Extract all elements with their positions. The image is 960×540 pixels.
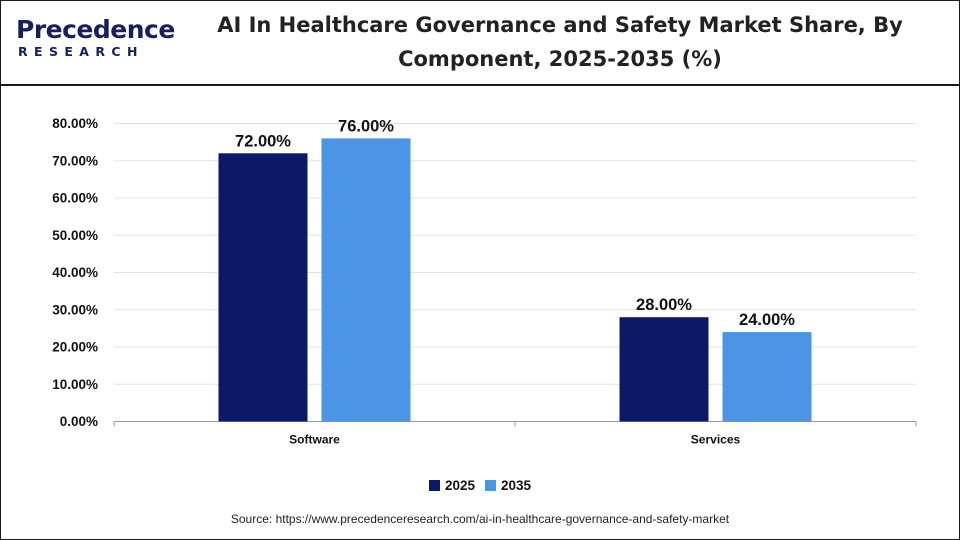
data-label: 72.00% (235, 132, 291, 150)
logo-subtext: RESEARCH (18, 44, 144, 59)
brand-logo: Precedence RESEARCH (16, 16, 175, 66)
legend-label-2025: 2025 (444, 478, 475, 493)
bar-software-2035 (321, 138, 411, 422)
legend-item-2025: 2025 (428, 478, 475, 493)
y-tick-label: 60.00% (52, 191, 98, 206)
data-label: 76.00% (338, 117, 394, 135)
legend-swatch-2035 (485, 480, 496, 491)
legend-label-2035: 2035 (501, 478, 532, 493)
y-tick-label: 80.00% (52, 116, 98, 131)
bar-services-2025 (619, 317, 709, 422)
y-tick-label: 0.00% (60, 414, 98, 429)
y-tick-label: 70.00% (52, 153, 98, 168)
y-tick-label: 40.00% (52, 265, 98, 280)
logo-wordmark: Precedence (16, 15, 175, 44)
y-tick-label: 30.00% (52, 302, 98, 317)
data-label: 24.00% (739, 311, 795, 329)
bar-services-2035 (722, 332, 812, 422)
y-tick-label: 10.00% (52, 377, 98, 392)
legend-item-2035: 2035 (485, 478, 531, 493)
source-note: Source: https://www.precedenceresearch.c… (230, 512, 730, 526)
y-tick-label: 20.00% (52, 340, 98, 355)
data-label: 28.00% (636, 296, 692, 314)
bar-software-2025 (218, 153, 308, 422)
header: Precedence RESEARCH AI In Healthcare Gov… (0, 0, 960, 86)
chart-legend: 2025 2035 (0, 478, 960, 493)
y-tick-label: 50.00% (52, 228, 98, 243)
legend-swatch-2025 (428, 480, 440, 491)
x-tick-label: Services (691, 433, 741, 447)
x-tick-label: Software (289, 433, 340, 447)
chart-title: AI In Healthcare Governance and Safety M… (217, 13, 903, 71)
